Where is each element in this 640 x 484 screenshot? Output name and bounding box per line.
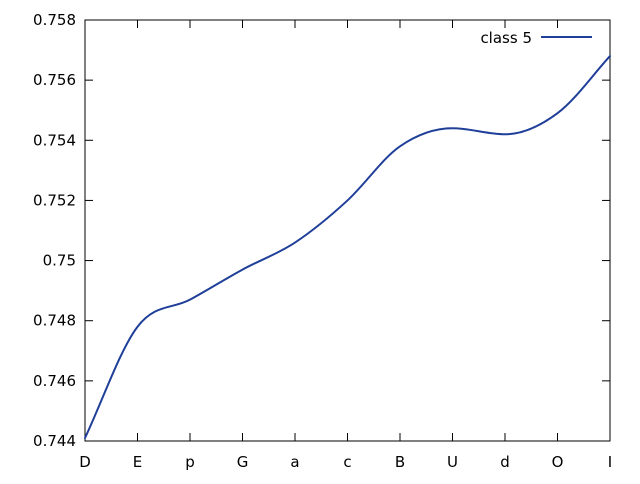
- axis-ticks: [84, 19, 611, 442]
- legend-label: class 5: [480, 29, 532, 47]
- x-tick-label: O: [552, 453, 564, 471]
- x-tick-label: p: [185, 453, 195, 471]
- y-tick-label: 0.752: [33, 191, 76, 209]
- y-tick-label: 0.75: [43, 252, 76, 270]
- x-tick-label: D: [79, 453, 91, 471]
- x-tick-label: a: [290, 453, 299, 471]
- axis-tick-labels: 0.744 0.746 0.748 0.75 0.752 0.754 0.756 0.758 D…: [33, 11, 612, 471]
- legend: class 5: [480, 29, 592, 47]
- y-tick-label: 0.754: [33, 131, 76, 149]
- series-lines: [84, 55, 611, 439]
- y-tick-label: 0.744: [33, 432, 76, 450]
- x-tick-label: G: [237, 453, 249, 471]
- y-tick-label: 0.748: [33, 312, 76, 330]
- x-tick-label: I: [608, 453, 612, 471]
- y-tick-label: 0.756: [33, 71, 76, 89]
- x-tick-label: c: [343, 453, 351, 471]
- x-tick-label: U: [447, 453, 458, 471]
- series-line-0: [84, 55, 611, 439]
- x-tick-label: B: [395, 453, 405, 471]
- plot-frame: [84, 19, 611, 442]
- y-tick-label: 0.746: [33, 372, 76, 390]
- x-tick-label: E: [133, 453, 142, 471]
- x-tick-label: d: [500, 453, 510, 471]
- y-tick-label: 0.758: [33, 11, 76, 29]
